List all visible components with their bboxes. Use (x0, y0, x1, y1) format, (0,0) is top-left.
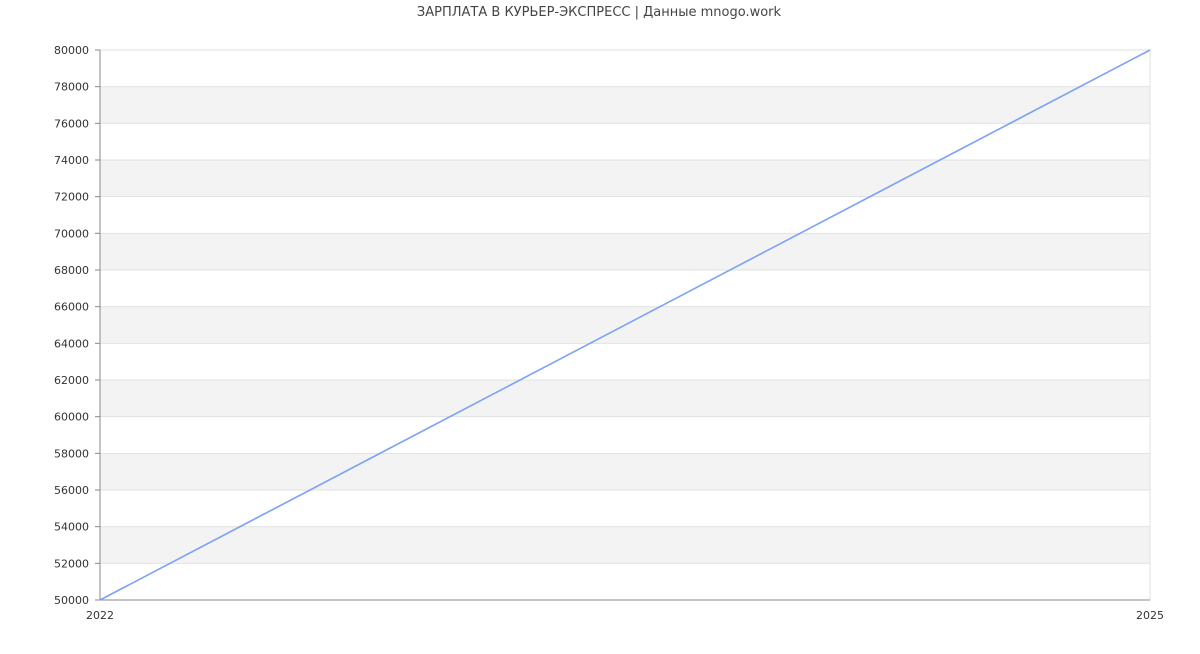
x-tick-label: 2022 (86, 609, 114, 622)
grid-band (100, 416, 1150, 454)
grid-band (100, 123, 1150, 160)
y-tick-label: 60000 (54, 411, 89, 424)
grid-band (100, 453, 1150, 490)
grid-band (100, 343, 1150, 380)
y-tick-label: 68000 (54, 264, 89, 277)
y-tick-label: 70000 (54, 227, 89, 240)
x-tick-label: 2025 (1136, 609, 1164, 622)
y-tick-label: 58000 (54, 447, 89, 460)
grid-band (100, 233, 1150, 270)
y-tick-label: 64000 (54, 337, 89, 350)
y-tick-label: 74000 (54, 154, 89, 167)
grid-band (100, 563, 1150, 600)
grid-band (100, 490, 1150, 527)
grid-band (100, 526, 1150, 564)
grid-band (100, 50, 1150, 87)
y-tick-label: 62000 (54, 374, 89, 387)
salary-series-line (99, 49, 1151, 601)
y-tick-label: 52000 (54, 557, 89, 570)
y-tick-label: 50000 (54, 594, 89, 607)
grid-band (100, 380, 1150, 417)
grid-band (100, 270, 1150, 307)
grid-band (100, 86, 1150, 124)
grid-band (100, 196, 1150, 234)
y-tick-label: 56000 (54, 484, 89, 497)
y-tick-label: 72000 (54, 191, 89, 204)
grid-band (100, 160, 1150, 197)
y-tick-label: 54000 (54, 521, 89, 534)
y-tick-label: 80000 (54, 44, 89, 57)
y-tick-label: 76000 (54, 117, 89, 130)
chart-title: ЗАРПЛАТА В КУРЬЕР-ЭКСПРЕСС | Данные mnog… (417, 5, 782, 20)
y-tick-label: 78000 (54, 81, 89, 94)
y-tick-label: 66000 (54, 301, 89, 314)
